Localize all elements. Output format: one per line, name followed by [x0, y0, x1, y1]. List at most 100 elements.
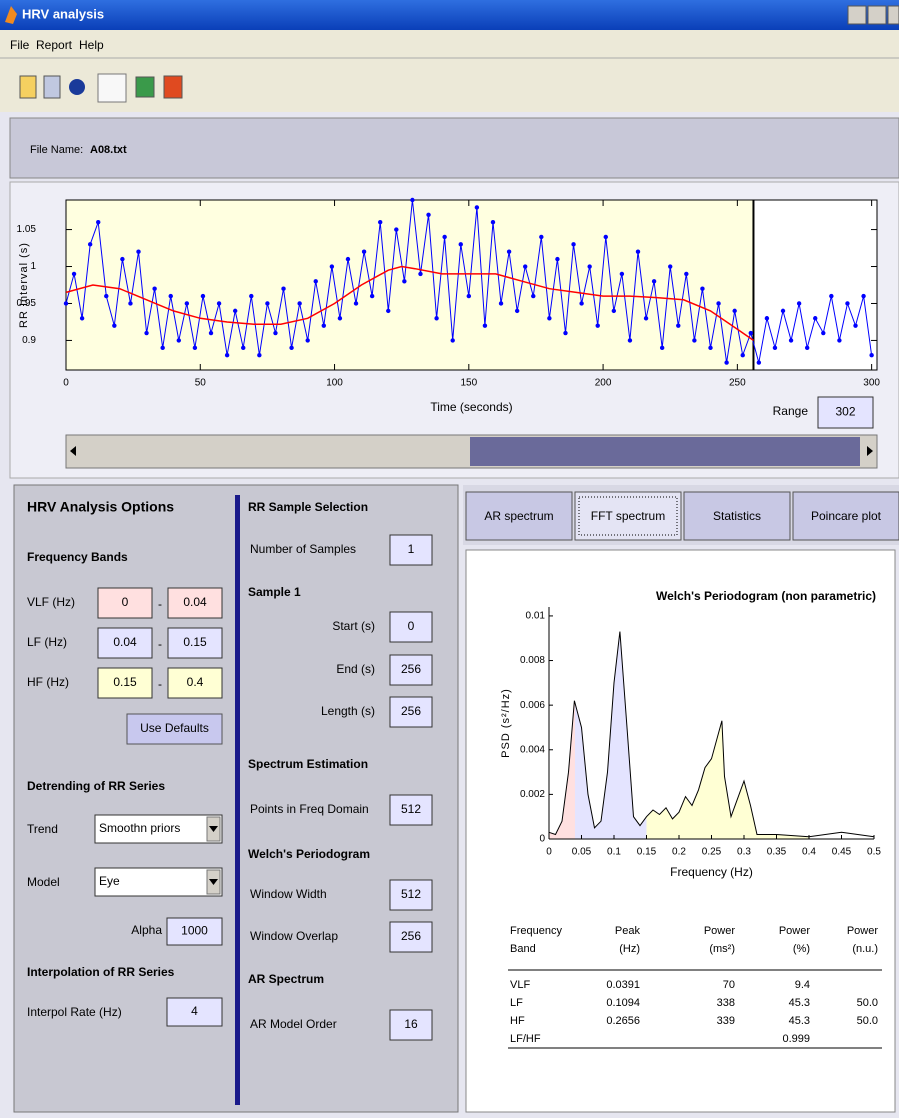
model-label: Model	[27, 875, 60, 889]
band-high-input[interactable]	[167, 667, 223, 699]
rr-point	[249, 293, 254, 299]
rr-point	[353, 301, 359, 306]
rr-point	[466, 293, 472, 299]
table-cell: 0.1094	[606, 997, 640, 1009]
panel-divider	[235, 495, 240, 1105]
table-cell: 0.0391	[606, 979, 640, 991]
field-label: Points in Freq Domain	[250, 802, 369, 816]
field-label: AR Model Order	[250, 1017, 337, 1031]
minimize-button[interactable]	[847, 5, 867, 25]
rr-point	[780, 308, 786, 314]
psd-line	[548, 631, 875, 838]
rr-point	[668, 264, 673, 269]
field-input[interactable]	[389, 1009, 433, 1041]
exit-icon[interactable]	[163, 75, 183, 99]
x-tick-label: 300	[863, 378, 880, 389]
rr-point	[96, 219, 101, 225]
interp-title: Interpolation of RR Series	[27, 965, 175, 979]
band-fill	[646, 720, 809, 839]
report-icon[interactable]	[97, 73, 127, 103]
rr-point	[837, 338, 842, 343]
field-input-text: 256	[401, 929, 421, 943]
rr-point	[281, 286, 286, 291]
close-button[interactable]	[887, 5, 899, 25]
field-input[interactable]	[389, 534, 433, 566]
rr-point	[829, 293, 834, 299]
section-heading: AR Spectrum	[248, 972, 324, 986]
scroll-right-arrow[interactable]	[867, 446, 873, 456]
rr-point	[321, 323, 327, 328]
use-defaults-button[interactable]	[126, 713, 223, 745]
psd-title: Welch's Periodogram (non parametric)	[656, 589, 876, 603]
rr-point	[136, 249, 141, 254]
range-input[interactable]	[817, 396, 874, 429]
table-cell: LF	[510, 997, 523, 1009]
interp-input[interactable]	[166, 997, 223, 1027]
trend-label: Trend	[27, 822, 58, 836]
scroll-left-arrow[interactable]	[70, 446, 76, 456]
table-header: (%)	[793, 943, 810, 955]
x-tick-label: 0.05	[572, 847, 592, 858]
tab[interactable]	[683, 491, 791, 541]
tab[interactable]	[574, 491, 682, 541]
rr-point	[377, 219, 383, 225]
x-tick-label: 0.15	[637, 847, 657, 858]
x-tick-label: 250	[729, 378, 746, 389]
maximize-button[interactable]	[867, 5, 887, 25]
rr-point	[740, 353, 745, 358]
tab[interactable]	[792, 491, 899, 541]
menu-item[interactable]: Help	[79, 38, 104, 52]
rr-point	[418, 271, 423, 277]
menu-item[interactable]: File	[10, 38, 30, 52]
alpha-input[interactable]	[166, 917, 223, 946]
rr-point	[772, 345, 778, 351]
rr-point	[732, 308, 737, 314]
band-high-input[interactable]	[167, 587, 223, 619]
rr-point	[651, 279, 657, 284]
field-input[interactable]	[389, 921, 433, 953]
rr-point	[329, 264, 335, 269]
field-input[interactable]	[389, 879, 433, 911]
field-input[interactable]	[389, 611, 433, 643]
open-icon[interactable]	[19, 75, 37, 99]
field-label: Number of Samples	[250, 542, 356, 556]
table-cell: 45.3	[789, 1015, 810, 1027]
field-input[interactable]	[389, 794, 433, 826]
x-tick-label: 0.25	[702, 847, 722, 858]
rr-point	[700, 286, 705, 291]
save-icon[interactable]	[43, 75, 61, 99]
field-input[interactable]	[389, 654, 433, 686]
rr-point	[869, 353, 874, 358]
table-header: Frequency	[510, 925, 562, 937]
file-panel	[9, 117, 899, 179]
band-low-input-text: 0	[122, 595, 129, 609]
scrollbar-thumb[interactable]	[470, 437, 860, 466]
table-header: Power	[847, 925, 879, 937]
band-low-input[interactable]	[97, 627, 153, 659]
table-header: Band	[510, 943, 536, 955]
rr-point	[490, 219, 496, 225]
info-icon[interactable]	[69, 79, 85, 95]
band-high-input[interactable]	[167, 627, 223, 659]
tab[interactable]	[465, 491, 573, 541]
rr-point	[603, 234, 608, 240]
model-dropdown[interactable]	[94, 867, 223, 897]
x-tick-label: 50	[195, 378, 207, 389]
y-tick-label: 0.008	[520, 655, 545, 666]
bands-title: Frequency Bands	[27, 550, 128, 564]
field-input-text: 256	[401, 662, 421, 676]
band-low-input[interactable]	[97, 667, 153, 699]
y-tick-label: 1	[30, 261, 36, 272]
table-cell: VLF	[510, 979, 530, 991]
rr-point	[450, 338, 455, 343]
field-input[interactable]	[389, 696, 433, 728]
menu-item[interactable]: Report	[36, 38, 73, 52]
x-tick-label: 150	[460, 378, 477, 389]
trend-dropdown[interactable]	[94, 814, 223, 844]
y-tick-label: 0.002	[520, 789, 545, 800]
export-icon[interactable]	[135, 76, 155, 98]
rr-point	[128, 301, 133, 306]
field-label: Start (s)	[332, 619, 375, 633]
band-low-input[interactable]	[97, 587, 153, 619]
